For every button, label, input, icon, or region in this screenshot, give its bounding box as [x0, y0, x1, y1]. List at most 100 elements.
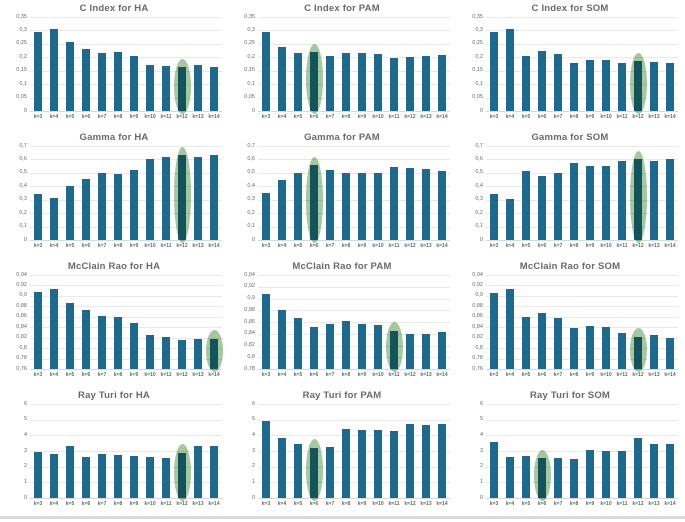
- y-axis-tick-label: 0,1: [475, 223, 483, 230]
- gridline: [30, 316, 222, 318]
- gridline: [258, 482, 450, 484]
- x-axis-tick-label: k=8: [113, 501, 123, 507]
- bar: [374, 172, 382, 240]
- chart-title: C Index for HA: [79, 3, 149, 14]
- bar: [634, 438, 642, 498]
- x-axis-tick-label: k=4: [505, 114, 515, 120]
- bar: [422, 56, 430, 111]
- gridline: [30, 57, 222, 59]
- highlight-ellipse: [205, 330, 223, 372]
- x-axis-tick-label: k=7: [553, 501, 563, 507]
- bar: [522, 170, 530, 240]
- x-axis-tick-label: k=6: [81, 501, 91, 507]
- gridline: [258, 43, 450, 45]
- gridline: [30, 226, 222, 228]
- x-axis-tick-label: k=5: [65, 114, 75, 120]
- bar: [586, 449, 594, 498]
- y-axis-tick-label: 0,4: [247, 182, 255, 189]
- y-axis-tick-label: 0,3: [19, 26, 27, 33]
- y-axis-tick-label: 0,9: [19, 292, 27, 299]
- x-axis-tick-label: k=13: [420, 372, 432, 378]
- y-axis-tick-label: 0,2: [475, 53, 483, 60]
- gridline: [486, 275, 678, 276]
- y-axis-tick-label: 5: [251, 416, 255, 423]
- gridline: [258, 357, 450, 359]
- y-axis-tick-label: 0,8: [247, 353, 255, 360]
- y-axis-tick-label: 0,25: [244, 40, 255, 47]
- y-axis-tick-label: 0,3: [475, 26, 483, 33]
- plot-area: 0,7 0,6 0,5 0,4 0,3 0,2 0,1 0 k=3 k=4 k=5 k=6 k=7 k=8…: [475, 143, 678, 249]
- y-axis-tick-label: 0,2: [19, 53, 27, 60]
- gridline: [258, 57, 450, 59]
- x-axis-tick-label: k=6: [309, 501, 319, 507]
- highlight-ellipse: [629, 328, 647, 372]
- bar: [66, 302, 74, 369]
- x-axis-tick-label: k=12: [632, 114, 644, 120]
- x-axis-tick-label: k=13: [192, 372, 204, 378]
- x-axis-tick-label: k=7: [97, 114, 107, 120]
- gridline: [30, 172, 222, 174]
- gridline: [30, 358, 222, 360]
- x-axis-tick-label: k=9: [357, 114, 367, 120]
- gridline: [258, 172, 450, 174]
- bar: [342, 320, 350, 369]
- gridline: [30, 482, 222, 484]
- x-axis-tick-label: k=10: [600, 372, 612, 378]
- x-axis-tick-label: k=13: [192, 243, 204, 249]
- bar: [554, 172, 562, 240]
- bar: [522, 316, 530, 369]
- gridline: [486, 404, 678, 405]
- y-axis-tick-label: 0,5: [247, 169, 255, 176]
- x-axis-tick-label: k=5: [293, 501, 303, 507]
- bar: [342, 429, 350, 498]
- bar: [310, 327, 318, 369]
- gridline: [30, 146, 222, 147]
- bar: [278, 46, 286, 111]
- bar: [666, 159, 674, 240]
- gridline: [486, 285, 678, 287]
- x-axis-tick-label: k=9: [585, 114, 595, 120]
- bar: [618, 332, 626, 369]
- x-axis-tick-label: k=6: [81, 243, 91, 249]
- chart-title: C Index for PAM: [304, 3, 380, 14]
- bar: [278, 310, 286, 369]
- gridline: [30, 17, 222, 18]
- x-axis-tick-label: k=10: [144, 114, 156, 120]
- x-axis-tick-label: k=8: [341, 501, 351, 507]
- x-axis-tick-label: k=12: [176, 501, 188, 507]
- bar: [162, 156, 170, 240]
- gridline: [30, 70, 222, 72]
- x-axis-tick-label: k=10: [144, 501, 156, 507]
- bar: [554, 457, 562, 498]
- y-axis-tick-label: 0,2: [247, 53, 255, 60]
- x-axis-tick-label: k=11: [160, 372, 172, 378]
- gridline: [30, 84, 222, 86]
- y-axis-tick-label: 3: [479, 447, 483, 454]
- bar: [210, 154, 218, 240]
- plot-area: 6 5 4 3 2 1 0 k=3 k=4 k=5 k=6 k=7 k=8 k=9 k=10 k=11 k=12…: [24, 401, 222, 507]
- bar: [50, 197, 58, 240]
- gridline: [486, 295, 678, 297]
- highlight-ellipse: [173, 146, 191, 243]
- y-axis-tick-label: 0,86: [244, 318, 255, 325]
- y-axis-tick-label: 0,86: [472, 313, 483, 320]
- gridline: [486, 466, 678, 468]
- gridline: [486, 146, 678, 147]
- gridline: [486, 186, 678, 188]
- y-axis-tick-label: 0: [479, 236, 483, 243]
- bar: [406, 424, 414, 498]
- bar: [570, 458, 578, 498]
- plot-area: 0,35 0,3 0,25 0,2 0,15 0,1 0,05 0 k=3 k=4 k=5 k=6 k=…: [472, 14, 678, 120]
- bar: [554, 53, 562, 111]
- x-axis-tick-label: k=7: [553, 243, 563, 249]
- x-axis-tick-label: k=10: [372, 501, 384, 507]
- bar: [294, 53, 302, 111]
- gridline: [30, 348, 222, 350]
- y-axis-tick-label: 0,35: [16, 13, 27, 20]
- gridline: [258, 240, 450, 241]
- x-axis-tick-label: k=11: [388, 501, 400, 507]
- chart-panel: Gamma for SOM 0,7 0,6 0,5 0,4 0,3 0,2 0,1 0 k=3 k…: [456, 129, 684, 258]
- x-axis-tick-label: k=11: [616, 501, 628, 507]
- gridline: [30, 451, 222, 452]
- footer-divider: [0, 516, 685, 519]
